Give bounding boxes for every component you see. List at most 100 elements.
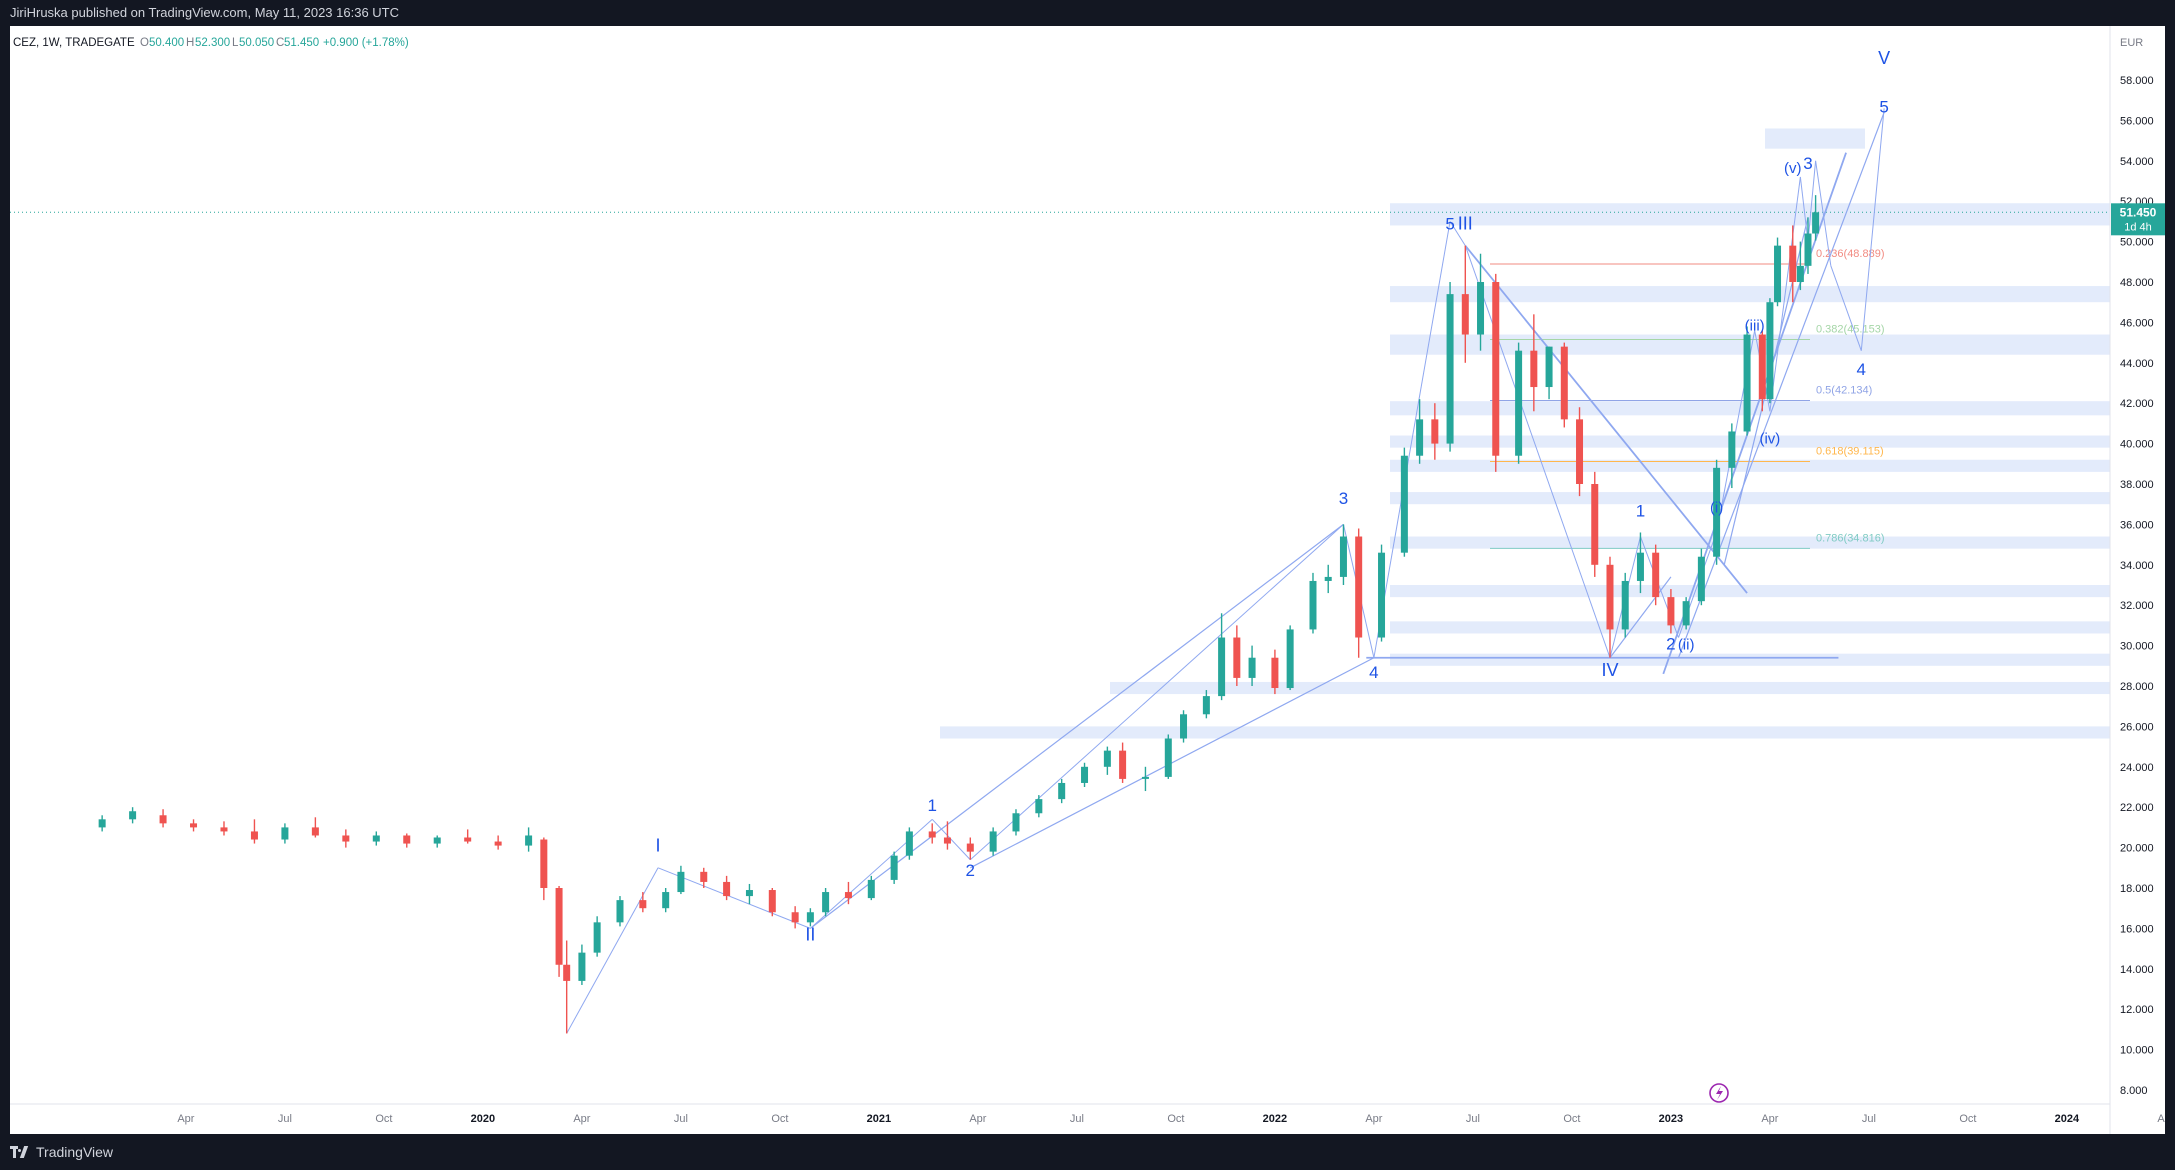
candle-body bbox=[1141, 776, 1149, 779]
price-badge: 51.450 1d 4h bbox=[2111, 203, 2165, 236]
wave-label: V bbox=[1878, 48, 1890, 68]
fib-level-label: 0.236(48.889) bbox=[1816, 248, 1885, 260]
footer-bar: TradingView bbox=[0, 1134, 2175, 1170]
candle-body bbox=[1271, 657, 1279, 689]
fib-level-label: 0.786(34.816) bbox=[1816, 532, 1885, 544]
support-zone bbox=[1390, 203, 2110, 226]
candle-body bbox=[1461, 294, 1469, 335]
candle-body bbox=[1758, 334, 1766, 400]
support-zone bbox=[1390, 286, 2110, 303]
candle-body bbox=[1812, 212, 1820, 234]
candle-body bbox=[1233, 637, 1241, 678]
x-tick-label: Apr bbox=[177, 1113, 194, 1125]
legend-close-label: C bbox=[276, 37, 284, 49]
support-zone bbox=[1390, 435, 2110, 448]
wave-label: 2 bbox=[966, 861, 975, 880]
wave-label: 3 bbox=[1803, 154, 1812, 173]
wave-label: 2 bbox=[1666, 635, 1675, 654]
candle-body bbox=[1697, 556, 1705, 602]
wave-drawings[interactable] bbox=[566, 108, 1885, 1034]
tradingview-logo[interactable]: TradingView bbox=[10, 1142, 113, 1162]
legend-low-label: L bbox=[232, 37, 239, 49]
x-tick-label: Jul bbox=[674, 1113, 688, 1125]
tradingview-logo-icon bbox=[10, 1146, 30, 1158]
candle-body bbox=[1286, 629, 1294, 689]
support-zone bbox=[1110, 681, 2110, 695]
candles[interactable] bbox=[98, 195, 1820, 1034]
chart-frame[interactable]: 0.236(48.889) 0.382(45.153) 0.5(42.134) 0.6… bbox=[10, 26, 2165, 1134]
candle-body bbox=[1515, 350, 1523, 456]
wave-label: III bbox=[1458, 213, 1473, 233]
legend: CEZ, 1W, TRADEGATE O 50.400 H 52.300 L 5… bbox=[13, 37, 409, 49]
x-tick-label: 2022 bbox=[1263, 1113, 1287, 1125]
y-tick-label: 22.000 bbox=[2120, 802, 2154, 814]
candle-body bbox=[1431, 419, 1439, 444]
price-axis[interactable]: EUR 8.000 10.000 12.000 14.000 16.000 18.000 2… bbox=[2109, 26, 2154, 1134]
candle-body bbox=[1324, 576, 1332, 581]
y-tick-label: 54.000 bbox=[2120, 156, 2154, 168]
x-tick-label: Oct bbox=[1167, 1113, 1184, 1125]
currency-label: EUR bbox=[2120, 37, 2143, 49]
candle-body bbox=[1218, 637, 1226, 697]
legend-high: 52.300 bbox=[195, 37, 230, 49]
wave-label: IV bbox=[1601, 660, 1618, 680]
candle-body bbox=[540, 839, 548, 888]
candle-body bbox=[555, 888, 563, 965]
wave-label: I bbox=[656, 836, 661, 856]
candle-body bbox=[1652, 552, 1660, 598]
support-zone bbox=[1390, 492, 2110, 505]
trend-line bbox=[1609, 576, 1672, 659]
candle-body bbox=[1492, 282, 1500, 456]
candle-body bbox=[1789, 245, 1797, 282]
candle-body bbox=[1606, 564, 1614, 630]
candle-body bbox=[905, 831, 913, 856]
candle-body bbox=[1530, 350, 1538, 388]
candle-body bbox=[1164, 738, 1172, 777]
candle-body bbox=[806, 912, 814, 923]
candle-body bbox=[662, 892, 670, 909]
x-tick-label: Apr bbox=[1761, 1113, 1778, 1125]
price-chart[interactable]: 0.236(48.889) 0.382(45.153) 0.5(42.134) 0.6… bbox=[10, 26, 2165, 1134]
candle-body bbox=[159, 815, 167, 824]
trend-line bbox=[1769, 176, 1801, 412]
candle-body bbox=[1621, 580, 1629, 630]
candle-body bbox=[525, 835, 533, 846]
support-zone bbox=[1390, 536, 2110, 549]
support-zone bbox=[1390, 585, 2110, 598]
candle-body bbox=[1081, 766, 1089, 783]
y-tick-label: 28.000 bbox=[2120, 681, 2154, 693]
y-tick-label: 20.000 bbox=[2120, 843, 2154, 855]
trend-line bbox=[566, 867, 659, 1034]
y-tick-label: 56.000 bbox=[2120, 115, 2154, 127]
y-tick-label: 32.000 bbox=[2120, 600, 2154, 612]
candle-body bbox=[890, 855, 898, 880]
fib-level-label: 0.382(45.153) bbox=[1816, 324, 1885, 336]
wave-label: 4 bbox=[1857, 360, 1866, 379]
x-tick-label: Apr bbox=[573, 1113, 590, 1125]
candle-body bbox=[1248, 657, 1256, 678]
y-tick-label: 34.000 bbox=[2120, 560, 2154, 572]
candle-body bbox=[1103, 750, 1111, 767]
wave-label: 5 bbox=[1879, 97, 1888, 116]
time-axis[interactable]: Apr Jul Oct 2020 Apr Jul Oct 2021 Apr Jul Oct 2022 A… bbox=[10, 1103, 2165, 1125]
wave-label: (i) bbox=[1710, 499, 1723, 516]
wave-label: 3 bbox=[1339, 489, 1348, 508]
candle-body bbox=[1560, 346, 1568, 420]
y-tick-label: 46.000 bbox=[2120, 317, 2154, 329]
candle-body bbox=[867, 879, 875, 899]
wave-label: (v) bbox=[1784, 160, 1802, 177]
fibonacci-retracement[interactable]: 0.236(48.889) 0.382(45.153) 0.5(42.134) 0.6… bbox=[1490, 248, 1885, 549]
candle-body bbox=[98, 819, 106, 828]
lightning-icon[interactable] bbox=[1709, 1083, 1729, 1103]
y-tick-label: 16.000 bbox=[2120, 923, 2154, 935]
y-tick-label: 14.000 bbox=[2120, 964, 2154, 976]
y-tick-label: 30.000 bbox=[2120, 641, 2154, 653]
x-tick-label: 2020 bbox=[471, 1113, 495, 1125]
trend-line bbox=[1830, 265, 1862, 351]
candle-body bbox=[1667, 597, 1675, 626]
candle-body bbox=[578, 952, 586, 981]
candle-body bbox=[1012, 813, 1020, 832]
y-tick-label: 18.000 bbox=[2120, 883, 2154, 895]
footer-brand: TradingView bbox=[36, 1144, 114, 1160]
candle-body bbox=[494, 841, 502, 846]
